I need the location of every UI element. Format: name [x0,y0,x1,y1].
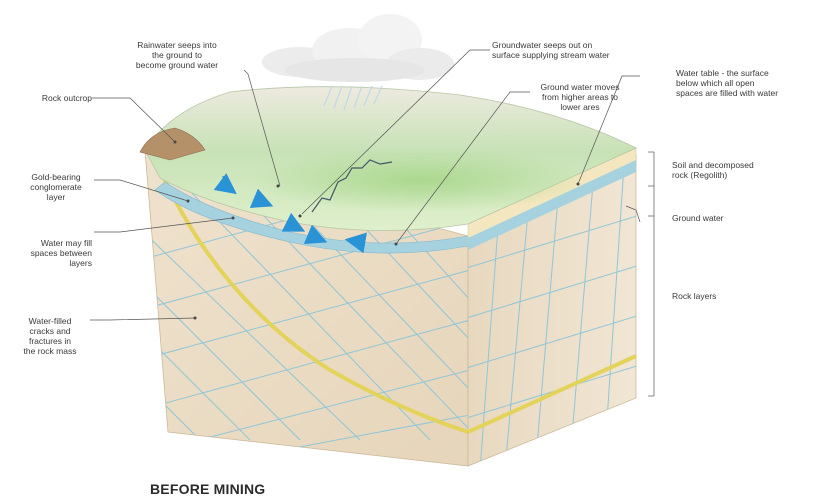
rock-outcrop [139,127,206,161]
label-gold-bearing-layer: Gold-bearing conglomerate layer [30,172,82,202]
label-rock-outcrop: Rock outcrop [41,93,92,103]
flow-arrows [213,173,367,254]
groundwater-band-side [468,160,636,250]
label-soil-regolith: Soil and decomposed rock (Regolith) [672,160,754,180]
rain-cloud [262,14,454,82]
green-vegetation-zone [250,148,590,212]
rain-streaks [323,85,383,111]
label-water-fill-spaces: Water may fill spaces between layers [30,238,92,268]
diagram-title: BEFORE MINING [150,481,266,497]
label-rock-layers: Rock layers [672,291,717,301]
label-groundwater-seeps-out: Groundwater seeps out on surface supplyi… [492,40,610,60]
leader-lines [90,49,655,397]
gold-seam-front [158,169,469,434]
stream-line [311,159,393,213]
gold-seam-side [467,354,637,434]
label-ground-water-moves: Ground water moves from higher areas to … [540,82,620,112]
label-rainwater: Rainwater seeps into the ground to becom… [135,40,219,70]
label-water-table: Water table - the surface below which al… [676,68,779,98]
label-water-filled-cracks: Water-filled cracks and fractures in the… [23,316,77,356]
label-ground-water: Ground water [672,213,724,223]
